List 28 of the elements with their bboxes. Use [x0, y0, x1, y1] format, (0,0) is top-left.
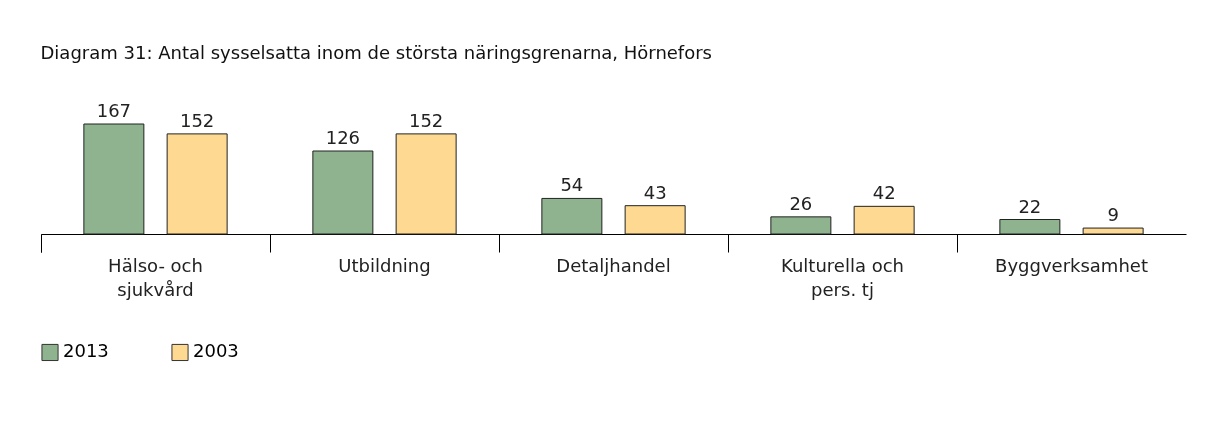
- data-label: 22: [1018, 195, 1042, 217]
- data-label: 126: [325, 127, 361, 149]
- bar: [395, 133, 457, 235]
- bar: [166, 133, 228, 235]
- bar: [770, 216, 832, 235]
- data-label: 54: [560, 174, 584, 196]
- data-label: 26: [789, 192, 813, 214]
- chart-title: Diagram 31: Antal sysselsatta inom de största näringsgrenarna, Hörnefors: [40, 42, 713, 63]
- data-label: 152: [408, 109, 444, 131]
- bar: [853, 205, 915, 235]
- bar: [624, 205, 686, 235]
- data-label: 167: [96, 100, 132, 121]
- legend-label: 2013: [63, 340, 109, 362]
- x-tick-label: Utbildning: [338, 255, 431, 276]
- x-tick-label: Kulturella och pers. tj: [781, 255, 904, 300]
- data-label: 42: [872, 182, 896, 204]
- bar: [312, 150, 374, 235]
- bar: [1082, 227, 1144, 235]
- x-tick-label: Byggverksamhet: [995, 255, 1148, 276]
- data-label: 43: [643, 181, 667, 203]
- legend-label: 2003: [193, 340, 239, 362]
- x-tick-label: Hälso- och sjukvård: [108, 255, 203, 300]
- bar: [541, 197, 603, 235]
- bar: [83, 123, 145, 235]
- data-label: 9: [1107, 204, 1119, 226]
- bar: [999, 219, 1061, 235]
- data-label: 152: [179, 109, 215, 131]
- x-tick-label: Detaljhandel: [556, 255, 671, 276]
